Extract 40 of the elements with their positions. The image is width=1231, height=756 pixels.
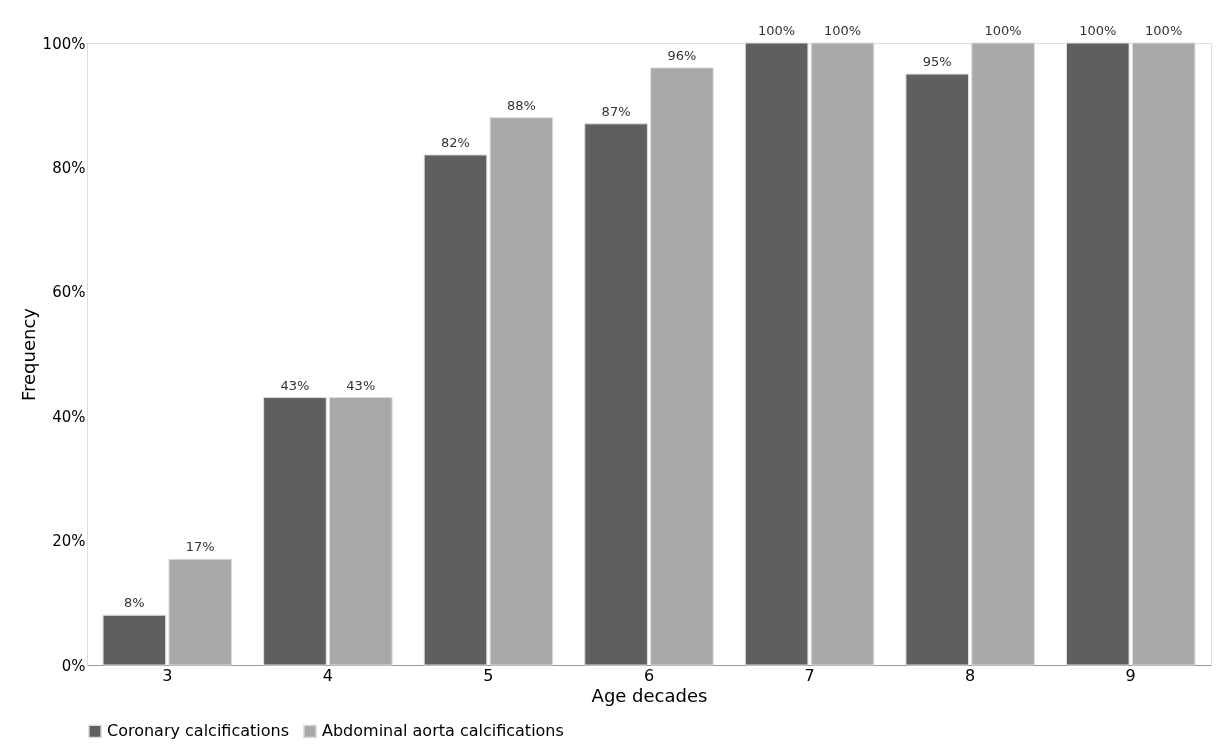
x-tick-label: 8 (965, 665, 976, 685)
bar (263, 397, 327, 666)
x-tick-label: 4 (322, 665, 333, 685)
data-label: 43% (280, 377, 310, 393)
y-tick-label: 0% (61, 656, 86, 675)
bar (905, 73, 969, 666)
data-label: 96% (667, 47, 697, 63)
x-tick-label: 7 (804, 665, 815, 685)
bar (584, 123, 648, 666)
data-label: 88% (506, 97, 536, 113)
data-label: 87% (601, 103, 631, 119)
y-axis-title: Frequency (17, 307, 39, 401)
y-tick-label: 40% (52, 407, 86, 426)
y-tick-label: 20% (52, 532, 86, 551)
bar (423, 154, 488, 666)
bar (329, 397, 393, 666)
data-label: 43% (346, 377, 376, 393)
data-label: 17% (185, 539, 215, 555)
data-label: 95% (922, 54, 952, 70)
x-tick-label: 9 (1125, 665, 1136, 685)
data-label: 100% (984, 23, 1022, 38)
data-label: 8% (124, 595, 145, 611)
bar (168, 558, 233, 666)
y-tick-label: 100% (42, 34, 86, 53)
bar (650, 67, 714, 666)
data-label: 100% (823, 23, 862, 38)
y-tick-label: 80% (52, 158, 86, 177)
x-tick-label: 3 (162, 665, 173, 685)
legend-label: Abdominal aorta calcifications (322, 721, 564, 741)
bar (102, 614, 167, 666)
data-label: 100% (1145, 23, 1183, 38)
data-label: 100% (758, 23, 796, 38)
x-tick-label: 6 (643, 665, 655, 685)
y-tick-label: 60% (52, 283, 86, 302)
x-tick-label: 5 (483, 665, 494, 685)
data-label: 100% (1079, 23, 1117, 38)
data-label: 82% (441, 134, 470, 150)
x-axis-title: Age decades (591, 684, 708, 706)
legend-label: Coronary calcifications (107, 721, 290, 741)
bar (489, 117, 554, 666)
